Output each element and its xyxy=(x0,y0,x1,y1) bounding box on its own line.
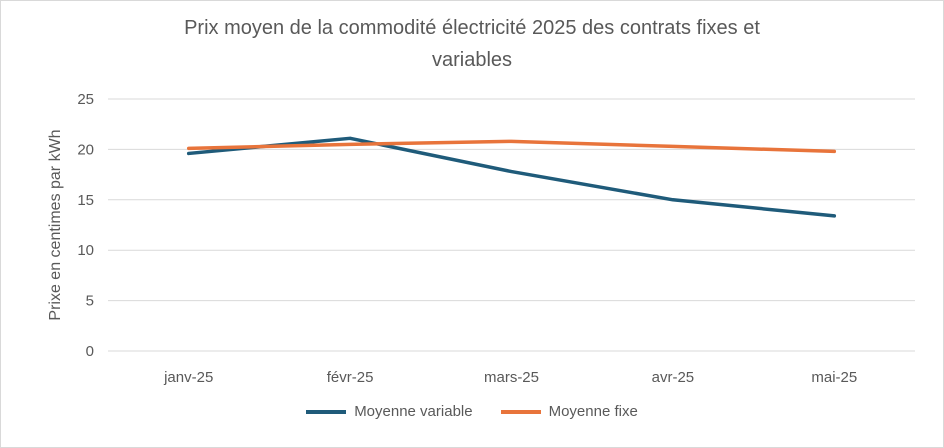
x-tick-label: janv-25 xyxy=(163,369,213,386)
series-lines xyxy=(186,136,837,218)
y-tick-label: 20 xyxy=(77,141,94,158)
legend-item: Moyenne variable xyxy=(306,403,473,420)
legend-swatch xyxy=(500,409,541,414)
x-tick-label: févr-25 xyxy=(327,369,374,386)
y-tick-label: 5 xyxy=(86,293,94,310)
x-tick-label: mai-25 xyxy=(811,369,857,386)
y-tick-label: 25 xyxy=(77,91,94,108)
gridlines xyxy=(108,98,915,352)
x-tick-label: mars-25 xyxy=(484,369,539,386)
chart-title-line-2: variables xyxy=(431,49,513,71)
y-tick-labels: 0 5 10 15 20 25 xyxy=(77,91,94,360)
series-line-2 xyxy=(186,139,837,154)
legend-item: Moyenne fixe xyxy=(500,403,638,420)
series-line-1 xyxy=(186,136,837,218)
legend-swatch xyxy=(306,409,347,414)
legend-label: Moyenne fixe xyxy=(548,403,638,420)
x-tick-label: avr-25 xyxy=(652,369,695,386)
y-tick-label: 0 xyxy=(86,343,94,360)
y-tick-label: 15 xyxy=(77,192,94,209)
chart-title: Prix moyen de la commodité électricité 2… xyxy=(0,12,944,76)
x-tick-labels: janv-25 févr-25 mars-25 avr-25 mai-25 xyxy=(163,369,857,386)
y-axis-title: Prixe en centimes par kWh xyxy=(47,129,64,320)
chart-title-line-1: Prix moyen de la commodité électricité 2… xyxy=(184,17,760,39)
legend-label: Moyenne variable xyxy=(354,403,473,420)
y-tick-label: 10 xyxy=(77,242,94,259)
legend: Moyenne variable Moyenne fixe xyxy=(0,403,944,420)
